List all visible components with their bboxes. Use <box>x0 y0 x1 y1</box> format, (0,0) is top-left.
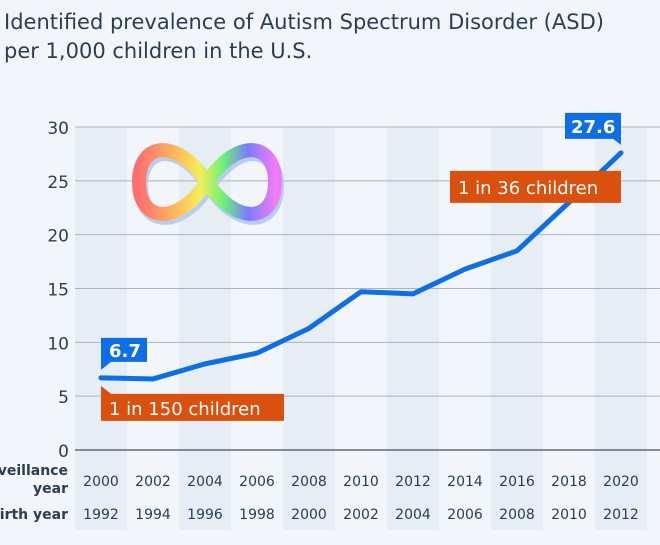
y-tick-label: 5 <box>58 388 69 408</box>
birth-year-label: 2000 <box>291 507 327 523</box>
x-tick-label: 2002 <box>135 474 171 490</box>
x-tick-label: 2012 <box>395 474 431 490</box>
note-label: 1 in 150 children <box>109 399 261 420</box>
x-row-label-surveillance-2: year <box>33 481 68 497</box>
rainbow-infinity-icon <box>131 143 285 225</box>
x-tick-label: 2010 <box>343 474 379 490</box>
birth-year-label: 2006 <box>447 507 483 523</box>
birth-year-label: 2012 <box>603 507 639 523</box>
birth-year-label: 2002 <box>343 507 379 523</box>
y-tick-label: 30 <box>47 119 69 139</box>
title-line-1: Identified prevalence of Autism Spectrum… <box>4 10 604 34</box>
x-row-label-birth: Birth year <box>0 507 68 523</box>
birth-year-label: 1992 <box>83 507 119 523</box>
birth-year-label: 1994 <box>135 507 171 523</box>
x-tick-label: 2014 <box>447 474 483 490</box>
y-tick-label: 25 <box>47 173 69 193</box>
birth-year-label: 2004 <box>395 507 431 523</box>
x-tick-label: 2020 <box>603 474 639 490</box>
value-box <box>101 337 147 370</box>
x-tick-label: 2008 <box>291 474 327 490</box>
value-label: 27.6 <box>571 117 615 138</box>
y-tick-label: 0 <box>58 442 69 462</box>
chart-title: Identified prevalence of Autism Spectrum… <box>4 8 660 66</box>
note-box <box>101 385 284 421</box>
note-label: 1 in 36 children <box>458 178 598 199</box>
birth-year-label: 1998 <box>239 507 275 523</box>
y-tick-label: 20 <box>47 227 69 247</box>
birth-year-label: 2008 <box>499 507 535 523</box>
x-tick-label: 2006 <box>239 474 275 490</box>
note-box <box>450 170 621 203</box>
value-box <box>565 112 621 145</box>
title-line-2: per 1,000 children in the U.S. <box>4 39 313 63</box>
x-tick-label: 2004 <box>187 474 223 490</box>
x-tick-label: 2018 <box>551 474 587 490</box>
y-tick-label: 10 <box>47 334 69 354</box>
birth-year-label: 2010 <box>551 507 587 523</box>
value-label: 6.7 <box>109 341 141 362</box>
y-tick-label: 15 <box>47 281 69 301</box>
x-tick-label: 2000 <box>83 474 119 490</box>
x-row-label-surveillance: Surveillance <box>0 463 68 479</box>
column-shade <box>387 127 439 530</box>
column-shade <box>75 127 127 530</box>
x-tick-label: 2016 <box>499 474 535 490</box>
birth-year-label: 1996 <box>187 507 223 523</box>
